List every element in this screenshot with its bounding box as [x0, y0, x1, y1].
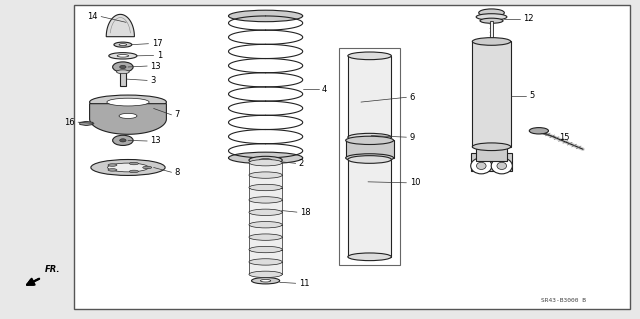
Text: 4: 4 — [322, 85, 327, 94]
Ellipse shape — [249, 160, 282, 166]
Ellipse shape — [108, 164, 117, 166]
Text: 13: 13 — [150, 62, 161, 70]
Ellipse shape — [480, 18, 503, 23]
Ellipse shape — [479, 9, 504, 17]
Text: FR.: FR. — [45, 265, 60, 274]
Polygon shape — [90, 104, 166, 134]
Polygon shape — [80, 121, 93, 126]
Bar — [346, 140, 394, 158]
Ellipse shape — [107, 98, 149, 106]
Ellipse shape — [348, 52, 392, 60]
Ellipse shape — [471, 158, 492, 174]
Bar — [490, 21, 493, 41]
Text: 2: 2 — [299, 159, 304, 168]
Text: 15: 15 — [559, 133, 569, 142]
Ellipse shape — [228, 10, 303, 22]
Ellipse shape — [108, 169, 117, 171]
Text: 18: 18 — [300, 208, 311, 217]
Text: 16: 16 — [64, 118, 75, 127]
Ellipse shape — [346, 136, 394, 145]
Ellipse shape — [529, 128, 548, 134]
Ellipse shape — [249, 271, 282, 278]
Text: 8: 8 — [175, 168, 180, 177]
Bar — [249, 249, 282, 262]
Ellipse shape — [129, 162, 138, 165]
Ellipse shape — [249, 259, 282, 265]
Ellipse shape — [249, 209, 282, 216]
Bar — [249, 262, 282, 274]
Ellipse shape — [249, 246, 282, 253]
Text: 12: 12 — [523, 14, 533, 23]
Ellipse shape — [228, 152, 303, 164]
Ellipse shape — [249, 172, 282, 178]
Bar — [348, 160, 391, 257]
Ellipse shape — [497, 162, 507, 169]
Bar — [120, 72, 126, 86]
Bar — [249, 225, 282, 237]
Ellipse shape — [119, 44, 127, 46]
Bar — [472, 41, 511, 147]
Text: 11: 11 — [299, 279, 309, 288]
Ellipse shape — [252, 278, 280, 284]
Bar — [339, 48, 400, 265]
Ellipse shape — [113, 62, 133, 72]
Ellipse shape — [120, 65, 126, 69]
Bar — [249, 175, 282, 188]
Ellipse shape — [120, 139, 126, 142]
Bar — [348, 56, 391, 137]
Text: 5: 5 — [529, 91, 534, 100]
Polygon shape — [106, 14, 134, 37]
Bar — [249, 163, 282, 175]
Bar — [249, 200, 282, 212]
Text: 17: 17 — [152, 39, 163, 48]
Bar — [471, 153, 512, 171]
Ellipse shape — [476, 162, 486, 169]
Ellipse shape — [143, 166, 152, 169]
Ellipse shape — [348, 156, 392, 163]
Ellipse shape — [346, 154, 394, 162]
Ellipse shape — [119, 113, 137, 118]
Ellipse shape — [114, 42, 132, 47]
Ellipse shape — [113, 135, 133, 145]
Ellipse shape — [249, 156, 282, 164]
Bar — [74, 5, 630, 309]
Text: 1: 1 — [157, 51, 162, 60]
Ellipse shape — [249, 221, 282, 228]
Text: SR43-B3000 B: SR43-B3000 B — [541, 298, 586, 303]
Bar — [249, 188, 282, 200]
Ellipse shape — [249, 197, 282, 203]
Ellipse shape — [476, 14, 507, 20]
Ellipse shape — [472, 38, 511, 45]
Ellipse shape — [492, 158, 512, 174]
Text: 7: 7 — [175, 110, 180, 119]
Text: 9: 9 — [410, 133, 415, 142]
Ellipse shape — [91, 160, 165, 175]
Text: 6: 6 — [410, 93, 415, 102]
Bar — [249, 237, 282, 249]
Text: 3: 3 — [150, 76, 156, 85]
Ellipse shape — [116, 70, 129, 74]
Ellipse shape — [109, 53, 137, 59]
Ellipse shape — [249, 184, 282, 191]
Ellipse shape — [348, 253, 392, 261]
Ellipse shape — [259, 159, 272, 162]
Bar — [476, 145, 507, 161]
Ellipse shape — [260, 279, 271, 282]
Ellipse shape — [129, 170, 138, 173]
Ellipse shape — [90, 95, 166, 109]
Bar — [249, 212, 282, 225]
Ellipse shape — [472, 143, 511, 151]
Ellipse shape — [108, 163, 148, 172]
Ellipse shape — [117, 55, 129, 57]
Text: 14: 14 — [88, 12, 98, 21]
Ellipse shape — [348, 133, 392, 141]
Ellipse shape — [249, 234, 282, 240]
Text: 10: 10 — [410, 178, 420, 187]
Text: 13: 13 — [150, 137, 161, 145]
